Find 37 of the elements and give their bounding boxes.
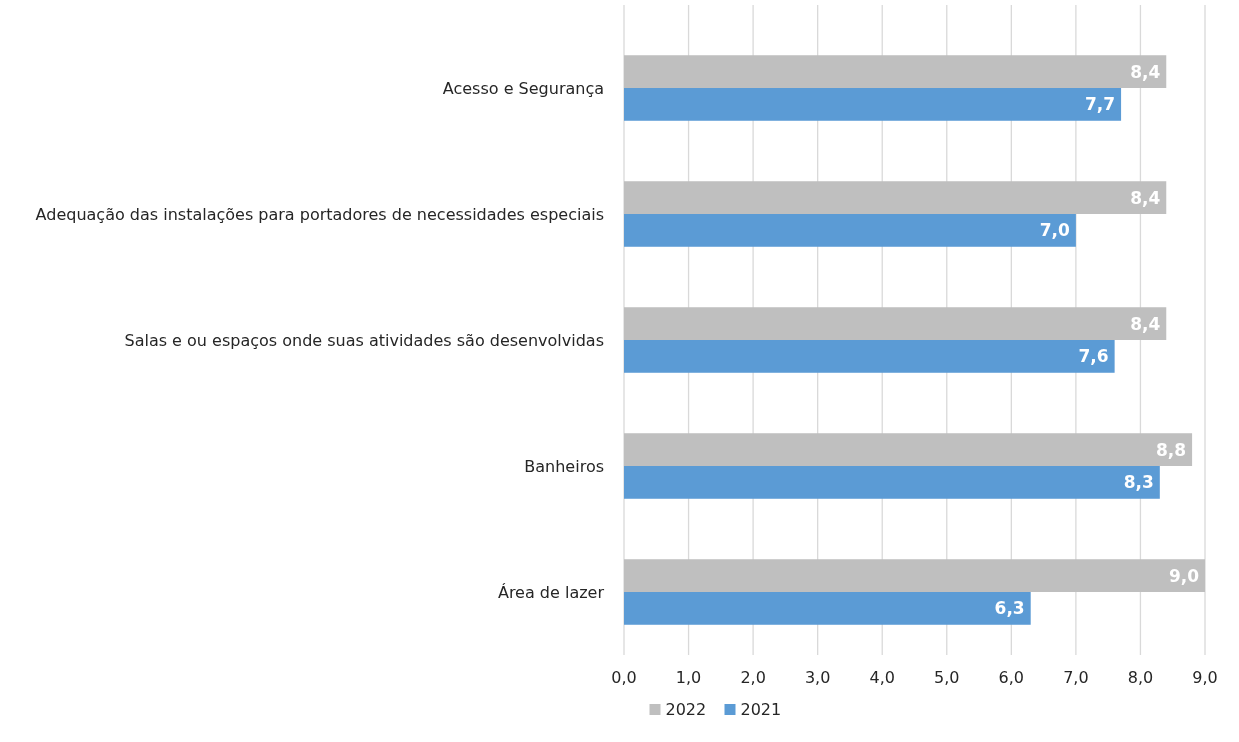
bar [624, 433, 1193, 466]
bar [624, 88, 1122, 121]
data-label: 8,4 [1130, 187, 1161, 208]
x-tick-label: 4,0 [869, 668, 895, 687]
data-label: 6,3 [994, 598, 1025, 619]
x-tick-label: 5,0 [934, 668, 960, 687]
x-tick-label: 0,0 [611, 668, 637, 687]
x-tick-label: 2,0 [740, 668, 766, 687]
x-tick-label: 9,0 [1192, 668, 1218, 687]
x-tick-label: 8,0 [1127, 668, 1154, 687]
data-label: 9,0 [1168, 565, 1200, 586]
data-label: 8,4 [1130, 61, 1161, 82]
x-tick-label: 3,0 [804, 668, 831, 687]
data-label: 8,8 [1155, 439, 1187, 460]
legend-label: 2021 [740, 700, 782, 719]
data-label: 7,7 [1084, 94, 1116, 115]
bar [624, 340, 1115, 373]
bar [624, 214, 1076, 247]
y-tick-label: Adequação das instalações para portadores de necessidades especiais [35, 204, 604, 224]
data-label: 8,3 [1123, 472, 1154, 493]
data-label: 7,6 [1078, 346, 1109, 367]
x-tick-label: 6,0 [998, 668, 1025, 687]
y-tick-label: Banheiros [524, 456, 604, 476]
y-tick-label: Área de lazer [497, 582, 605, 602]
y-tick-label: Salas e ou espaços onde suas atividades são desenvolvidas [124, 330, 604, 350]
bar [624, 181, 1167, 214]
y-tick-label: Acesso e Segurança [442, 78, 604, 98]
bar [624, 559, 1205, 592]
x-tick-label: 1,0 [675, 668, 702, 687]
data-label: 7,0 [1039, 220, 1071, 241]
bar [624, 55, 1167, 88]
bar [624, 592, 1031, 625]
legend-label: 2022 [665, 700, 707, 719]
data-label: 8,4 [1130, 313, 1161, 334]
bar [624, 307, 1167, 340]
x-tick-label: 7,0 [1063, 668, 1089, 687]
bar [624, 466, 1160, 499]
